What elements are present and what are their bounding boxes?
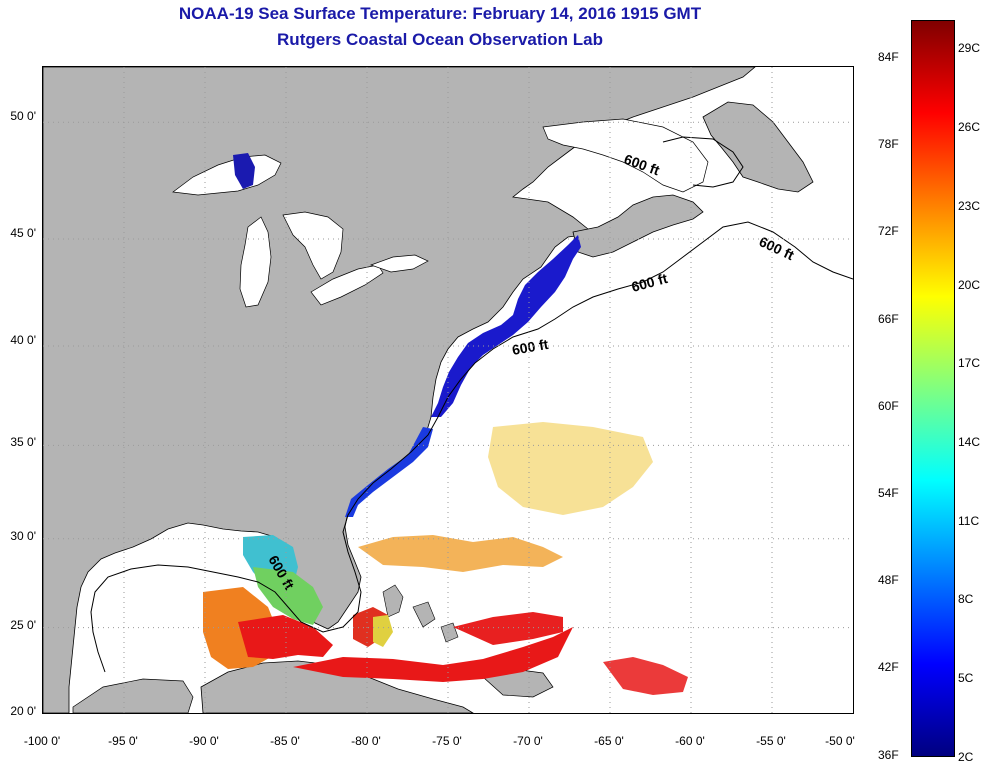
colorbar-c-label: 2C xyxy=(958,750,974,764)
sst-atlantic-yellow xyxy=(488,422,653,515)
colorbar-c-label: 8C xyxy=(958,592,974,606)
colorbar-c-label: 20C xyxy=(958,278,981,292)
depth-label: 600 ft xyxy=(630,270,670,295)
colorbar-f-label: 42F xyxy=(878,660,899,674)
graticule xyxy=(43,67,853,713)
colorbar-f-label: 78F xyxy=(878,137,899,151)
lon-tick-label: -50 0' xyxy=(825,734,855,748)
land-newfoundland xyxy=(702,101,814,193)
colorbar-c-label: 5C xyxy=(958,671,974,685)
colorbar-f-label: 60F xyxy=(878,399,899,413)
isobath-600ft xyxy=(90,221,853,673)
lake-michigan xyxy=(239,216,272,308)
colorbar-f-label: 72F xyxy=(878,224,899,238)
sst-east-red xyxy=(603,657,688,695)
depth-label: 600 ft xyxy=(757,233,797,263)
land-bahamas xyxy=(382,584,459,643)
lon-tick-label: -65 0' xyxy=(594,734,624,748)
land-yucatan xyxy=(72,678,194,713)
colorbar-f-label: 54F xyxy=(878,486,899,500)
depth-label: 600 ft xyxy=(511,336,550,358)
lon-tick-label: -80 0' xyxy=(351,734,381,748)
lon-tick-label: -75 0' xyxy=(432,734,462,748)
lat-tick-label: 40 0' xyxy=(10,333,36,347)
colorbar-c-label: 11C xyxy=(958,514,980,528)
map-subtitle: Rutgers Coastal Ocean Observation Lab xyxy=(277,30,603,49)
colorbar-c-label: 23C xyxy=(958,199,981,213)
sst-cold-lake xyxy=(233,153,255,189)
lon-tick-label: -90 0' xyxy=(189,734,219,748)
sst-map: 600 ft 600 ft 600 ft 600 ft 600 ft xyxy=(42,66,854,714)
lat-tick-label: 35 0' xyxy=(10,435,36,449)
colorbar-f-label: 66F xyxy=(878,312,899,326)
sst-cold-shelf-northeast xyxy=(431,235,581,417)
sst-atlantic-red xyxy=(453,612,563,645)
colorbar-f-label: 36F xyxy=(878,748,899,762)
lon-tick-label: -85 0' xyxy=(270,734,300,748)
sst-caribbean-red xyxy=(293,627,573,682)
sst-gulf-green xyxy=(253,567,323,625)
lon-tick-label: -55 0' xyxy=(756,734,786,748)
colorbar-c-label: 29C xyxy=(958,41,981,55)
lon-tick-label: -60 0' xyxy=(675,734,705,748)
lat-tick-label: 20 0' xyxy=(10,704,36,718)
lon-tick-label: -95 0' xyxy=(108,734,138,748)
colorbar-c-label: 26C xyxy=(958,120,981,134)
lat-tick-label: 45 0' xyxy=(10,226,36,240)
map-title: NOAA-19 Sea Surface Temperature: Februar… xyxy=(178,4,702,23)
lat-tick-label: 50 0' xyxy=(10,109,36,123)
lon-tick-label: -70 0' xyxy=(513,734,543,748)
colorbar-f-label: 84F xyxy=(878,50,899,64)
lon-tick-label: -100 0' xyxy=(23,734,61,748)
sst-cold-shelf-south xyxy=(345,427,433,517)
lat-tick-label: 30 0' xyxy=(10,529,36,543)
isobath-600ft-nf xyxy=(662,136,744,188)
water-st-lawrence xyxy=(542,118,709,193)
temperature-colorbar xyxy=(911,20,955,757)
sst-bahamas-yellow xyxy=(373,615,393,647)
land-maritimes xyxy=(572,194,704,258)
colorbar-f-label: 48F xyxy=(878,573,899,587)
lake-ontario xyxy=(369,254,429,273)
sst-atlantic-orange xyxy=(358,535,563,572)
lat-tick-label: 25 0' xyxy=(10,618,36,632)
colorbar-c-label: 14C xyxy=(958,435,981,449)
lake-huron xyxy=(282,211,344,280)
map-canvas: 600 ft 600 ft 600 ft 600 ft 600 ft xyxy=(43,67,853,713)
lake-erie xyxy=(310,264,384,306)
colorbar-c-label: 17C xyxy=(958,356,981,370)
